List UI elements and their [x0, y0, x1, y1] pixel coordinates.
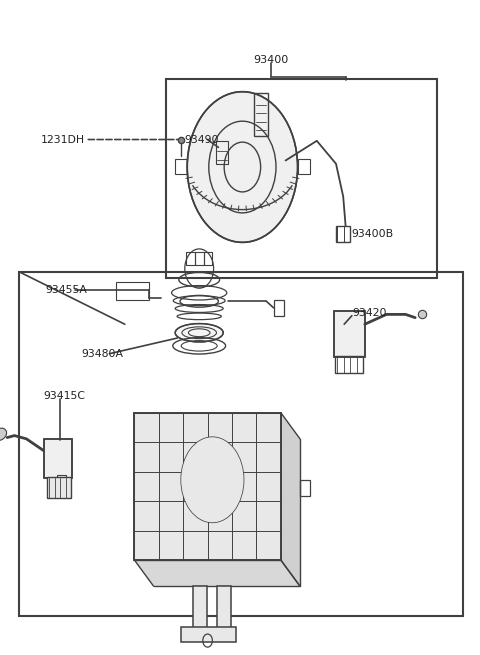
Bar: [336, 226, 350, 242]
Text: 93455A: 93455A: [46, 285, 87, 295]
Bar: [208, 465, 216, 494]
Bar: [254, 93, 268, 136]
Bar: [19, 272, 463, 616]
Bar: [335, 356, 363, 373]
Bar: [298, 159, 310, 174]
Circle shape: [192, 452, 232, 507]
Circle shape: [181, 438, 244, 523]
Bar: [116, 282, 149, 300]
Bar: [134, 413, 281, 560]
Text: 1231DH: 1231DH: [41, 134, 85, 145]
Polygon shape: [281, 413, 300, 586]
Text: 93415C: 93415C: [43, 391, 85, 402]
Bar: [334, 311, 365, 357]
Bar: [193, 586, 207, 629]
Text: 93480A: 93480A: [82, 348, 124, 359]
Text: 93400: 93400: [253, 55, 289, 66]
Ellipse shape: [0, 428, 7, 440]
Circle shape: [181, 438, 244, 523]
Bar: [181, 627, 236, 642]
Bar: [195, 252, 204, 265]
Bar: [44, 439, 72, 478]
Bar: [166, 79, 437, 278]
Bar: [217, 586, 231, 629]
Bar: [300, 479, 310, 496]
Bar: [186, 252, 195, 265]
Bar: [44, 439, 72, 478]
Text: 93400B: 93400B: [352, 229, 394, 240]
Circle shape: [202, 465, 223, 494]
Bar: [47, 477, 71, 498]
Circle shape: [187, 92, 298, 242]
Polygon shape: [134, 560, 300, 586]
Bar: [216, 141, 228, 164]
Bar: [134, 413, 281, 560]
Bar: [57, 475, 66, 481]
Bar: [175, 159, 187, 174]
Bar: [334, 311, 365, 357]
Bar: [202, 473, 223, 486]
Text: 93490: 93490: [185, 134, 219, 145]
Text: 93420: 93420: [353, 308, 387, 318]
Bar: [204, 252, 212, 265]
Bar: [274, 300, 284, 316]
Ellipse shape: [175, 324, 223, 342]
